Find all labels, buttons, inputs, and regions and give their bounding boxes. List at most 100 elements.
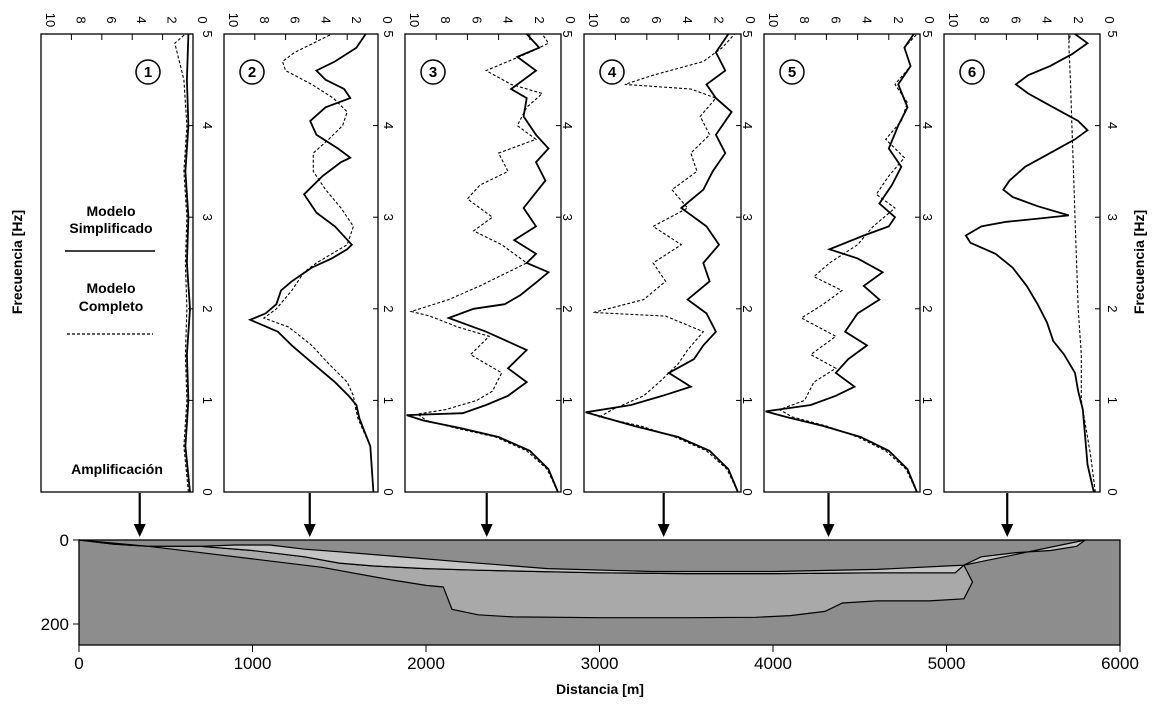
freq-tick-label: 5 — [1105, 30, 1120, 37]
amp-tick-label: 6 — [1008, 16, 1023, 23]
amp-tick-label: 10 — [43, 13, 58, 27]
amp-tick-label: 8 — [438, 16, 453, 23]
freq-tick-label: 3 — [920, 214, 935, 221]
freq-tick-label: 3 — [740, 214, 755, 221]
freq-tick-label: 0 — [740, 488, 755, 495]
panel-number: 3 — [429, 64, 437, 81]
station-arrow-head — [480, 524, 493, 537]
distance-tick-label: 4000 — [754, 654, 792, 673]
x-label-amplification: Amplificación — [71, 461, 163, 477]
amp-tick-label: 4 — [134, 16, 149, 23]
station-arrow-head — [1001, 524, 1014, 537]
panel-frame — [223, 33, 379, 493]
freq-tick-label: 1 — [381, 397, 396, 404]
series-modelo-completo — [1068, 33, 1096, 493]
series-modelo-completo — [409, 33, 559, 493]
amp-tick-label: 10 — [226, 13, 241, 27]
amp-tick-label: 0 — [1102, 16, 1117, 23]
amp-tick-label: 6 — [288, 16, 303, 23]
freq-tick-label: 4 — [920, 122, 935, 129]
distance-tick-label: 1000 — [234, 654, 272, 673]
amp-tick-label: 4 — [860, 16, 875, 23]
freq-tick-label: 1 — [200, 397, 215, 404]
legend-solid-line1: Modelo — [87, 203, 136, 219]
amp-tick-label: 10 — [946, 13, 961, 27]
amp-tick-label: 2 — [349, 16, 364, 23]
freq-tick-label: 0 — [381, 488, 396, 495]
amp-tick-label: 4 — [680, 16, 695, 23]
series-modelo-simplificado — [406, 33, 559, 493]
panel-number: 5 — [788, 64, 796, 81]
legend-dashed-line1: Modelo — [87, 280, 136, 296]
series-modelo-simplificado — [765, 33, 918, 493]
freq-tick-label: 2 — [381, 305, 396, 312]
panel-number-circle — [420, 59, 446, 85]
amp-tick-label: 8 — [617, 16, 632, 23]
distance-tick-label: 3000 — [581, 654, 619, 673]
amp-tick-label: 6 — [649, 16, 664, 23]
amp-tick-label: 8 — [257, 16, 272, 23]
y-axis-label-left: Frecuencia [Hz] — [9, 210, 25, 314]
amp-tick-label: 2 — [532, 16, 547, 23]
layer-upper — [78, 539, 1086, 575]
amp-tick-label: 2 — [1071, 16, 1086, 23]
freq-tick-label: 5 — [740, 30, 755, 37]
cross-section: 0 1000 2000 3000 4000 5000 6000 0 200 — [41, 531, 1139, 673]
panel-number-circle — [239, 59, 265, 85]
series-modelo-simplificado — [964, 33, 1095, 493]
amp-tick-label: 4 — [318, 16, 333, 23]
amp-tick-label: 0 — [195, 16, 210, 23]
freq-tick-label: 2 — [200, 305, 215, 312]
panel-number: 4 — [608, 64, 617, 81]
amp-tick-label: 2 — [165, 16, 180, 23]
freq-tick-label: 1 — [920, 397, 935, 404]
distance-tick-label: 0 — [74, 654, 83, 673]
panel-frame — [763, 33, 921, 493]
amp-tick-label: 6 — [828, 16, 843, 23]
freq-tick-label: 4 — [1105, 122, 1120, 129]
depth-tick-label: 0 — [60, 531, 69, 550]
legend-solid-line2: Simplificado — [69, 220, 152, 236]
panel-number-circle — [599, 59, 625, 85]
freq-tick-label: 0 — [200, 488, 215, 495]
freq-tick-label: 3 — [381, 214, 396, 221]
freq-tick-label: 0 — [920, 488, 935, 495]
freq-tick-label: 4 — [200, 122, 215, 129]
freq-tick-label: 1 — [740, 397, 755, 404]
amp-tick-label: 0 — [563, 16, 578, 23]
amp-tick-label: 2 — [712, 16, 727, 23]
amp-tick-label: 4 — [1040, 16, 1055, 23]
panel-frame — [943, 33, 1101, 493]
station-arrow-head — [303, 524, 316, 537]
freq-tick-label: 2 — [560, 305, 575, 312]
freq-tick-label: 1 — [560, 397, 575, 404]
amp-tick-label: 0 — [380, 16, 395, 23]
freq-tick-label: 2 — [920, 305, 935, 312]
series-modelo-simplificado — [247, 33, 375, 493]
panel-frame — [40, 33, 194, 493]
freq-tick-label: 3 — [1105, 214, 1120, 221]
panel-number-circle — [135, 59, 161, 85]
station-arrows — [133, 493, 1014, 537]
series-modelo-completo — [593, 33, 739, 493]
freq-tick-label: 5 — [200, 30, 215, 37]
freq-tick-label: 2 — [1105, 305, 1120, 312]
series-modelo-completo — [174, 33, 189, 493]
amp-tick-label: 4 — [501, 16, 516, 23]
amp-tick-label: 10 — [407, 13, 422, 27]
depth-tick-label: 200 — [41, 615, 69, 634]
amp-tick-label: 2 — [891, 16, 906, 23]
amp-tick-label: 10 — [586, 13, 601, 27]
panel-number-circle — [959, 59, 985, 85]
freq-tick-label: 2 — [740, 305, 755, 312]
freq-tick-label: 4 — [740, 122, 755, 129]
legend-dashed-line2: Completo — [79, 298, 144, 314]
freq-tick-label: 1 — [1105, 397, 1120, 404]
panel-number-circle — [779, 59, 805, 85]
y-axis-label-right: Frecuencia [Hz] — [1131, 210, 1147, 314]
freq-tick-label: 3 — [200, 214, 215, 221]
